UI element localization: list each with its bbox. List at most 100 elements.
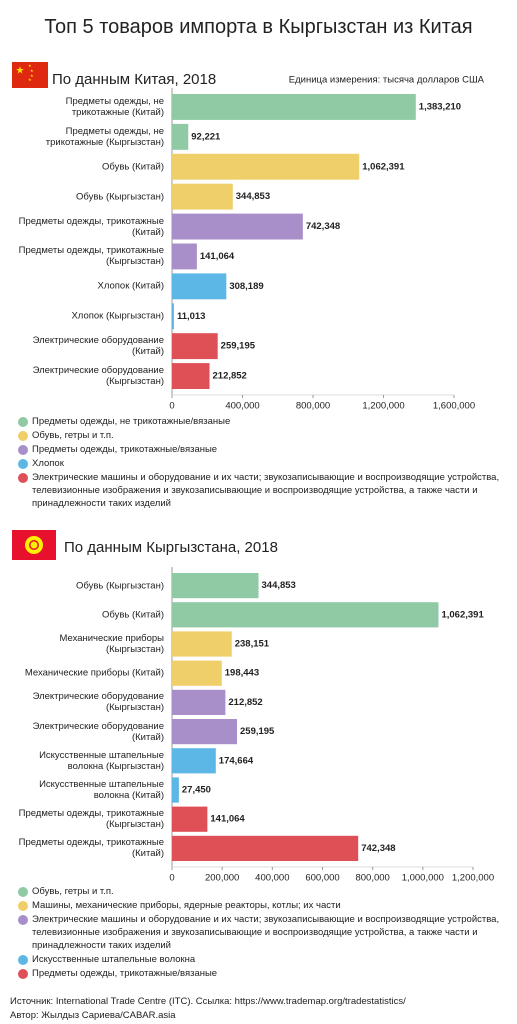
bar — [172, 213, 303, 240]
value-label: 1,062,391 — [441, 609, 484, 620]
legend-item: Предметы одежды, не трикотажные/вязаные — [18, 415, 508, 428]
category-label: Предметы одежды, не трикотажные (Кыргызс… — [45, 125, 164, 148]
legend-item: Электрические машины и оборудование и их… — [18, 471, 508, 510]
category-label: Предметы одежды, трикотажные (Кыргызстан… — [18, 808, 164, 831]
value-label: 1,383,210 — [419, 101, 461, 112]
x-tick-label: 800,000 — [296, 401, 330, 412]
legend-label: Электрические машины и оборудование и их… — [32, 914, 500, 951]
legend-swatch — [18, 417, 28, 427]
category-label: Предметы одежды, трикотажные (Кыргызстан… — [18, 245, 164, 268]
bar — [172, 806, 208, 832]
value-label: 308,189 — [229, 281, 263, 292]
legend-label: Предметы одежды, трикотажные/вязаные — [32, 444, 218, 455]
page-title: Топ 5 товаров импорта в Кыргызстан из Ки… — [44, 16, 473, 38]
x-tick-label: 600,000 — [305, 873, 339, 884]
legend-label: Электрические машины и оборудование и их… — [32, 472, 500, 509]
bar — [172, 835, 359, 861]
legend-label: Хлопок — [32, 458, 64, 469]
legend-swatch — [18, 445, 28, 455]
legend-item: Электрические машины и оборудование и их… — [18, 913, 508, 952]
chart-title: По данным Китая, 2018 — [52, 71, 216, 88]
bar — [172, 719, 238, 745]
source: Источник: International Trade Centre (IT… — [10, 996, 406, 1007]
bar — [172, 333, 218, 360]
value-label: 344,853 — [262, 580, 296, 591]
category-label: Предметы одежды, трикотажные (Китай) — [18, 215, 164, 238]
value-label: 742,348 — [306, 221, 340, 232]
value-label: 259,195 — [240, 726, 275, 737]
value-label: 259,195 — [221, 341, 256, 352]
legend-label: Машины, механические приборы, ядерные ре… — [32, 900, 341, 911]
legend-swatch — [18, 955, 28, 965]
x-tick-label: 400,000 — [255, 873, 289, 884]
category-label: Электрические оборудование (Китай) — [32, 720, 164, 743]
bar — [172, 748, 216, 774]
china-flag: ★ ★ ★ ★ ★ — [12, 62, 48, 88]
x-tick-label: 200,000 — [205, 873, 239, 884]
legend-swatch — [18, 431, 28, 441]
bar — [172, 363, 210, 389]
svg-text:★: ★ — [16, 66, 25, 77]
legend-item: Обувь, гетры и т.п. — [18, 429, 508, 442]
author: Автор: Жылдыз Сариева/CABAR.asia — [10, 1010, 176, 1021]
value-label: 198,443 — [225, 668, 259, 679]
legend-item: Машины, механические приборы, ядерные ре… — [18, 899, 508, 912]
x-tick-label: 1,000,000 — [402, 873, 444, 884]
legend-label: Искусственные штапельные волокна — [32, 954, 196, 965]
legend-label: Предметы одежды, не трикотажные/вязаные — [32, 416, 231, 427]
legend: Обувь, гетры и т.п. Машины, механические … — [18, 885, 508, 981]
category-label: Механические приборы (Кыргызстан) — [59, 633, 164, 655]
x-tick-label: 1,200,000 — [452, 873, 494, 884]
bar — [172, 123, 189, 150]
value-label: 212,852 — [228, 697, 262, 708]
category-label: Хлопок (Китай) — [97, 280, 165, 292]
category-label: Механические приборы (Китай) — [24, 667, 164, 679]
value-label: 141,064 — [200, 251, 235, 262]
legend-item: Предметы одежды, трикотажные/вязаные — [18, 967, 508, 980]
svg-text:★: ★ — [28, 63, 32, 68]
svg-text:★: ★ — [30, 68, 34, 73]
chart-title: По данным Кыргызстана, 2018 — [64, 539, 278, 556]
legend-item: Хлопок — [18, 457, 508, 470]
legend-swatch — [18, 459, 28, 469]
legend-item: Искусственные штапельные волокна — [18, 953, 508, 966]
bar — [172, 303, 174, 330]
category-label: Хлопок (Кыргызстан) — [71, 310, 164, 322]
category-label: Искусственные штапельные волокна (Кыргыз… — [39, 749, 164, 772]
legend-swatch — [18, 887, 28, 897]
x-tick-label: 1,200,000 — [362, 401, 404, 412]
category-label: Электрические оборудование (Китай) — [32, 335, 164, 358]
x-tick-label: 400,000 — [225, 401, 259, 412]
legend: Предметы одежды, не трикотажные/вязаные О… — [18, 415, 508, 511]
value-label: 27,450 — [182, 785, 211, 796]
bar — [172, 94, 416, 120]
category-label: Предметы одежды, не трикотажные (Китай) — [65, 95, 164, 118]
bar — [172, 777, 179, 803]
bar — [172, 273, 227, 300]
legend-label: Предметы одежды, трикотажные/вязаные — [32, 968, 218, 979]
value-label: 174,664 — [219, 755, 254, 766]
category-label: Искусственные штапельные волокна (Китай) — [39, 779, 164, 801]
chart-subtitle: Единица измерения: тысяча долларов США — [289, 75, 485, 86]
bar — [172, 573, 259, 599]
kyrgyzstan-flag — [12, 530, 56, 560]
category-label: Обувь (Кыргызстан) — [75, 191, 164, 203]
category-label: Обувь (Кыргызстан) — [75, 580, 164, 592]
category-label: Предметы одежды, трикотажные (Китай) — [18, 837, 164, 860]
bar — [172, 183, 233, 210]
svg-text:★: ★ — [28, 77, 32, 82]
legend-label: Обувь, гетры и т.п. — [32, 430, 114, 441]
legend-swatch — [18, 473, 28, 483]
legend-item: Предметы одежды, трикотажные/вязаные — [18, 443, 508, 456]
value-label: 141,064 — [210, 814, 245, 825]
value-label: 212,852 — [213, 371, 247, 382]
bar — [172, 243, 197, 270]
value-label: 1,062,391 — [362, 161, 405, 172]
value-label: 92,221 — [191, 131, 221, 142]
category-label: Электрические оборудование (Кыргызстан) — [32, 691, 164, 714]
legend-label: Обувь, гетры и т.п. — [32, 886, 114, 897]
value-label: 742,348 — [361, 843, 395, 854]
category-label: Электрические оборудование (Кыргызстан) — [32, 365, 164, 388]
